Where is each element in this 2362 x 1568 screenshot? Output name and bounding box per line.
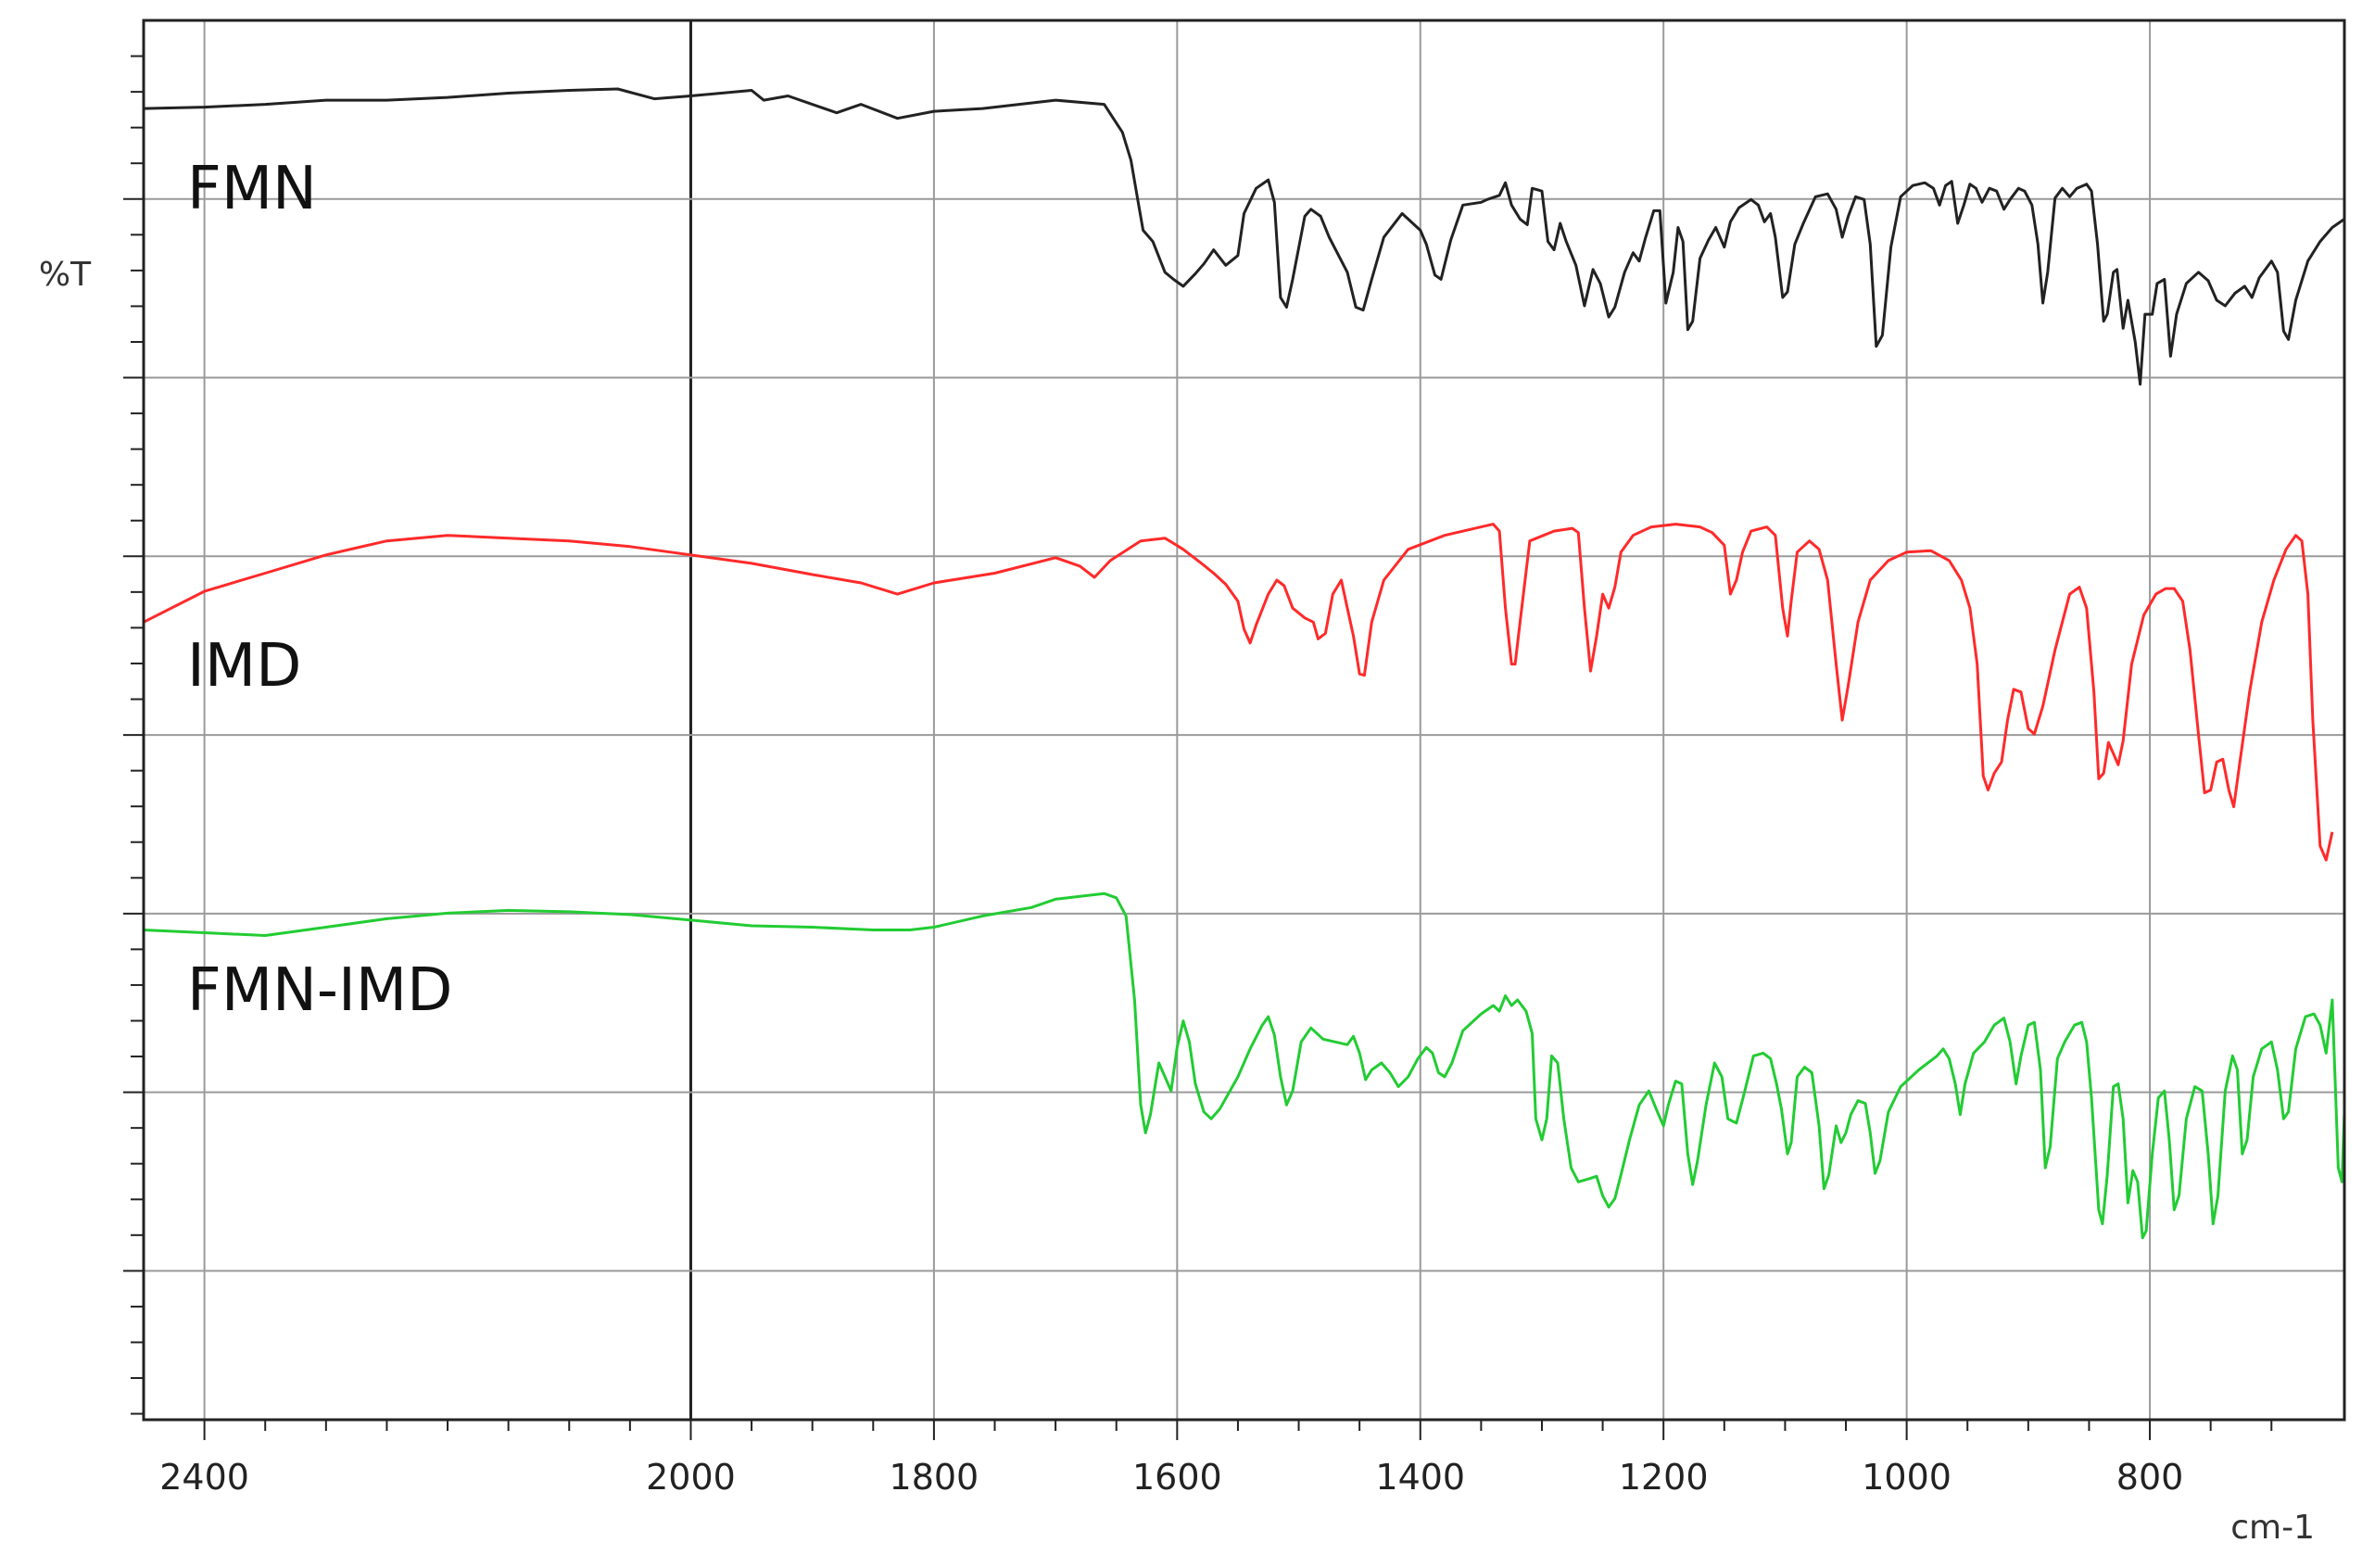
series-label-fmn-imd: FMN-IMD [187, 956, 452, 1025]
x-tick-label-2400: 2400 [159, 1457, 249, 1498]
x-tick-label-800: 800 [2116, 1457, 2184, 1498]
x-axis-title: cm-1 [2230, 1509, 2315, 1547]
spectra [143, 87, 2346, 1240]
x-tick-label-2000: 2000 [646, 1457, 736, 1498]
y-axis-minor-ticks [123, 55, 144, 1415]
x-tick-label-1400: 1400 [1375, 1457, 1465, 1498]
series-fmn [143, 87, 2345, 386]
x-tick-label-1800: 1800 [890, 1457, 979, 1498]
x-tick-label-1600: 1600 [1132, 1457, 1222, 1498]
series-fmn-imd [143, 891, 2346, 1240]
x-tick-label-1000: 1000 [1862, 1457, 1951, 1498]
series-label-fmn: FMN [187, 155, 317, 223]
plot-background [144, 20, 2344, 1420]
plot-frame [142, 19, 2346, 1422]
series-label-imd: IMD [187, 632, 301, 701]
x-tick-label-1200: 1200 [1619, 1457, 1709, 1498]
series-imd [143, 523, 2334, 862]
x-axis-ticks: 2400 2000 1800 1600 1400 1200 1000 800 [159, 1420, 2273, 1498]
y-axis-title: %T [39, 256, 92, 294]
